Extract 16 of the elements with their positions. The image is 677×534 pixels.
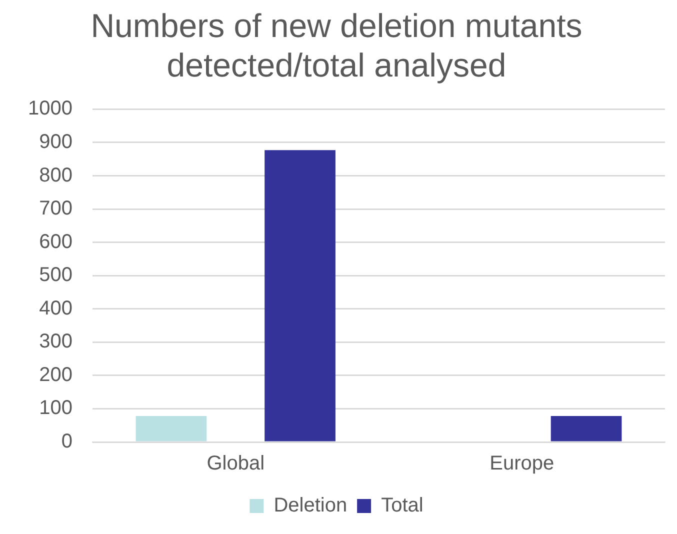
chart-title: Numbers of new deletion mutants detected/total analysed bbox=[90, 6, 582, 84]
y-tick-label: 700 bbox=[39, 198, 72, 220]
y-tick-label: 1000 bbox=[28, 98, 72, 120]
legend-label: Deletion bbox=[274, 494, 348, 517]
x-tick-label: Global bbox=[206, 452, 265, 475]
y-tick-label: 100 bbox=[39, 397, 72, 420]
y-tick-label: 800 bbox=[39, 164, 72, 186]
x-tick-label: Europe bbox=[490, 452, 554, 475]
y-tick-label: 400 bbox=[39, 297, 72, 320]
y-tick-label: 200 bbox=[39, 364, 72, 386]
y-tick-label: 600 bbox=[39, 230, 72, 253]
y-tick-label: 300 bbox=[39, 330, 72, 353]
y-tick-label: 0 bbox=[61, 430, 72, 453]
y-tick-label: 500 bbox=[39, 264, 72, 286]
legend-label: Total bbox=[381, 494, 424, 517]
y-tick-label: 900 bbox=[39, 130, 72, 153]
